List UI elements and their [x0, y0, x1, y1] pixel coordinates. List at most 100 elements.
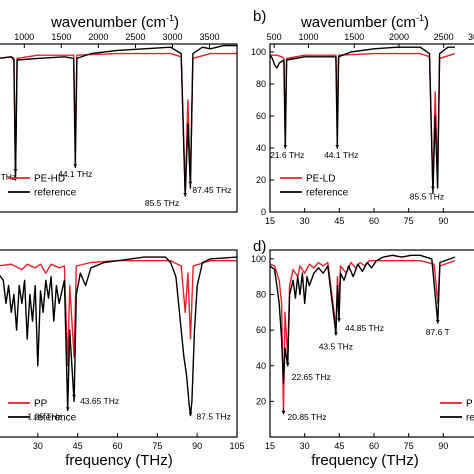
bottom-tick-label: 75: [404, 216, 414, 226]
legend-label: PE-LD: [306, 174, 335, 185]
annotation-arrowhead: [283, 145, 288, 148]
left-tick-label: 100: [251, 254, 266, 264]
left-tick-label: 40: [256, 143, 266, 153]
annotation-label: 44.1 THz: [324, 150, 358, 160]
legend-label: re: [466, 413, 474, 424]
annotation-label: 44.1 THz: [58, 169, 92, 179]
top-tick-label: 500: [267, 32, 282, 42]
panel-label-d: d): [253, 238, 266, 255]
annotation-label: 85.5 THz: [145, 198, 179, 208]
bottom-tick-label: 60: [369, 441, 379, 451]
legend-label: reference: [34, 188, 77, 199]
annotation-arrowhead: [73, 164, 78, 168]
annotation-arrowhead: [435, 320, 440, 324]
annotation-arrowhead: [72, 394, 77, 398]
annotation-label: 85.5 THz: [410, 192, 444, 202]
annotation-label: 1.25 THz: [27, 411, 61, 421]
top-tick-label: 1500: [51, 32, 71, 42]
annotation-arrowhead: [333, 332, 338, 336]
panel-b: 500 1000 1500 2000 2500 3000 15 30 45 60 75 90 0 20 40…: [251, 32, 474, 226]
bottom-tick-label: 15: [265, 441, 275, 451]
top-axis-title-left: wavenumber (cm-1): [50, 13, 179, 31]
series-line-pe-hd: [0, 52, 237, 194]
bottom-tick-label: 30: [33, 441, 43, 451]
bottom-tick-label: 15: [265, 216, 275, 226]
legend-label: PE-HD: [34, 174, 65, 185]
bottom-tick-label: 90: [438, 441, 448, 451]
annotation-label: 87.6 T: [426, 327, 450, 337]
panel-a: 1000 1500 2000 2500 3000 3500 06 THz 44.1 THz 85…: [0, 32, 238, 213]
annotation-label: 21.6 THz: [270, 150, 304, 160]
top-tick-label: 1000: [298, 32, 318, 42]
top-tick-label: 2000: [88, 32, 108, 42]
top-tick-label: 1000: [14, 32, 34, 42]
left-tick-label: 40: [256, 361, 266, 371]
panel-label-b: b): [253, 8, 266, 25]
annotation-arrowhead: [188, 412, 193, 416]
annotation-label: 22.65 THz: [292, 372, 331, 382]
plot-frame: [0, 43, 238, 213]
annotation-arrowhead: [65, 407, 70, 411]
left-tick-label: 80: [256, 79, 266, 89]
bottom-tick-label: 75: [404, 441, 414, 451]
legend-label: P: [466, 399, 473, 410]
annotation-label: 43.5 THz: [319, 341, 353, 351]
bottom-tick-label: 30: [300, 441, 310, 451]
annotation-label: 43.65 THz: [80, 396, 119, 406]
left-tick-label: 0: [261, 207, 266, 217]
annotation-arrowhead: [183, 193, 188, 196]
top-tick-label: 3000: [162, 32, 182, 42]
annotation-label: 87.45 THz: [192, 185, 231, 195]
series-line-reference: [270, 46, 455, 194]
bottom-tick-label: 60: [369, 216, 379, 226]
legend-label: PP: [34, 399, 48, 410]
left-tick-label: 80: [256, 290, 266, 300]
series-line-reference: [0, 256, 237, 417]
top-tick-label: 3000: [468, 32, 474, 42]
panel-d: 15 30 45 60 75 90 20 40 60 80 100 22.65 THz 20.85 TH…: [251, 249, 474, 451]
bottom-tick-label: 105: [229, 441, 244, 451]
series-line-pp: [0, 260, 237, 367]
bottom-tick-label: 90: [438, 216, 448, 226]
annotation-arrowhead: [336, 318, 341, 322]
annotation-label: 20.85 THz: [288, 412, 327, 422]
bottom-tick-label: 60: [112, 441, 122, 451]
left-tick-label: 60: [256, 111, 266, 121]
series-line-pe-ld: [270, 52, 456, 189]
left-tick-label: 60: [256, 325, 266, 335]
annotation-arrowhead: [335, 145, 340, 148]
left-tick-label: 20: [256, 175, 266, 185]
left-tick-label: 100: [251, 47, 266, 57]
top-tick-label: 2000: [389, 32, 409, 42]
legend-label: reference: [34, 413, 77, 424]
annotation-label: 44.85 THz: [345, 323, 384, 333]
top-tick-label: 2500: [125, 32, 145, 42]
bottom-tick-label: 45: [334, 216, 344, 226]
annotation-arrowhead: [188, 181, 193, 185]
series-line-p: [270, 260, 456, 415]
annotation-label: 87.5 THz: [197, 412, 231, 422]
legend-label: reference: [306, 188, 349, 199]
bottom-axis-title-left: frequency (THz): [65, 452, 173, 469]
left-tick-label: 20: [256, 396, 266, 406]
panel-c: 30 45 60 75 90 105 1.25 THz 43.65 THz 87.5 THz PP…: [0, 249, 245, 451]
annotation-arrowhead: [13, 169, 18, 172]
top-axis-title-right: wavenumber (cm-1): [300, 13, 429, 31]
top-tick-label: 2500: [434, 32, 454, 42]
annotation-arrowhead: [430, 186, 435, 190]
bottom-tick-label: 30: [300, 216, 310, 226]
bottom-tick-label: 90: [192, 441, 202, 451]
bottom-tick-label: 45: [334, 441, 344, 451]
series-line-reference: [0, 44, 237, 197]
top-tick-label: 1500: [344, 32, 364, 42]
bottom-axis-title-right: frequency (THz): [311, 452, 419, 469]
plot-frame: [269, 43, 474, 213]
bottom-tick-label: 75: [152, 441, 162, 451]
annotation-label: 06 THz: [0, 172, 16, 182]
bottom-tick-label: 45: [73, 441, 83, 451]
annotation-arrowhead: [285, 362, 290, 366]
annotation-arrowhead: [281, 410, 286, 414]
top-tick-label: 3500: [199, 32, 219, 42]
